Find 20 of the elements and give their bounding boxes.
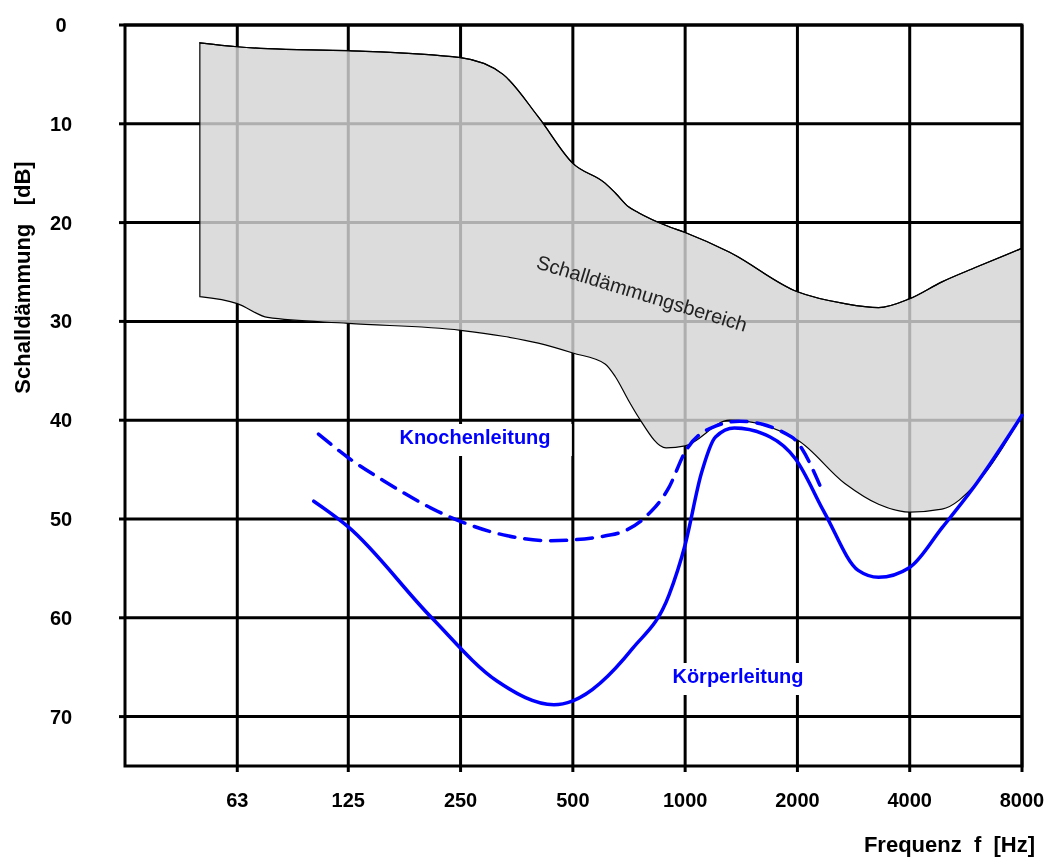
y-tick-label: 50 [49,508,73,530]
series-label: Knochenleitung [399,426,551,448]
x-tick-label: 500 [556,789,590,811]
y-tick-label: 70 [49,705,73,728]
y-tick-label: 20 [49,211,73,234]
x-tick-label: 1000 [662,789,708,811]
y-tick-label: 0 [55,14,67,36]
text: Körperleitung [672,665,804,687]
x-tick-label: 250 [443,789,478,811]
x-tick-label: 125 [331,789,365,811]
y-tick-label: 60 [49,606,73,629]
y-tick-label: 30 [49,310,73,333]
x-tick-label: 8000 [999,789,1045,811]
y-axis-title: Schalldämmung [dB] [10,161,35,394]
x-tick-label: 4000 [887,789,932,811]
y-tick-label: 40 [49,409,73,432]
x-axis-title: Frequenz f [Hz] [863,832,1035,857]
y-tick-label: 10 [49,112,73,135]
x-tick-label: 2000 [775,789,820,811]
x-tick-label: 63 [226,789,249,811]
